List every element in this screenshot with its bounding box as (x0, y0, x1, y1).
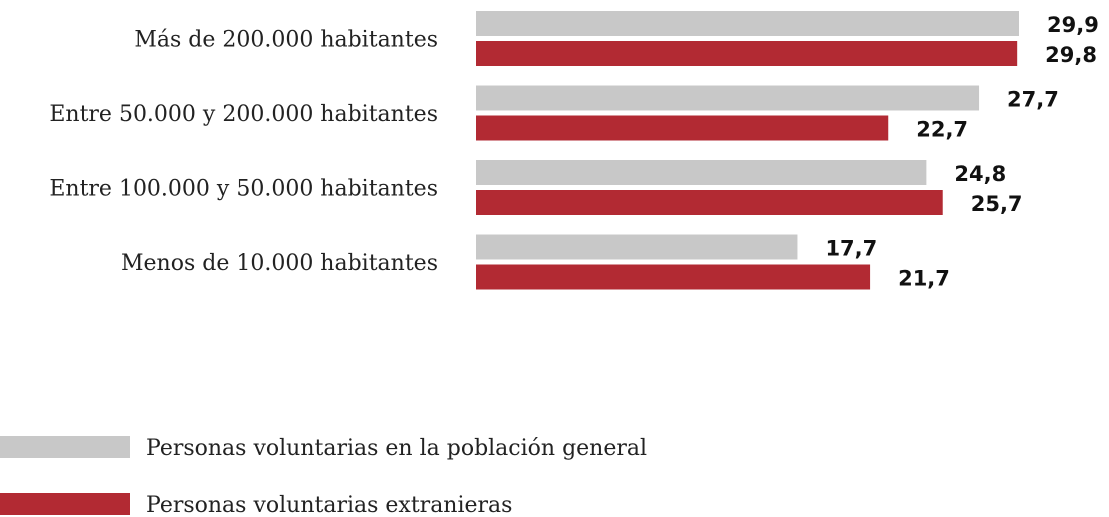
value-label: 22,7 (916, 118, 968, 142)
bar-extranjeras (476, 115, 889, 141)
category-label: Más de 200.000 habitantes (134, 28, 438, 53)
legend-swatch (0, 493, 130, 515)
value-label: 24,8 (954, 162, 1006, 186)
legend-label: Personas voluntarias extranieras (146, 493, 512, 517)
legend-swatch (0, 436, 130, 458)
value-label: 21,7 (898, 267, 950, 291)
value-label: 25,7 (971, 192, 1023, 216)
legend-label: Personas voluntarias en la población gen… (146, 436, 647, 461)
bar-extranjeras (476, 264, 871, 290)
bar-general (476, 234, 798, 260)
value-label: 29,9 (1047, 13, 1099, 37)
category-label: Menos de 10.000 habitantes (121, 251, 438, 276)
category-label: Entre 50.000 y 200.000 habitantes (49, 102, 438, 127)
value-label: 17,7 (825, 237, 877, 261)
value-label: 29,8 (1045, 43, 1097, 67)
bar-general (476, 160, 927, 185)
bar-general (476, 11, 1019, 36)
value-label: 27,7 (1007, 88, 1059, 112)
bar-extranjeras (476, 190, 943, 215)
category-label: Entre 100.000 y 50.000 habitantes (49, 177, 438, 202)
bar-extranjeras (476, 41, 1018, 66)
bar-general (476, 85, 980, 111)
